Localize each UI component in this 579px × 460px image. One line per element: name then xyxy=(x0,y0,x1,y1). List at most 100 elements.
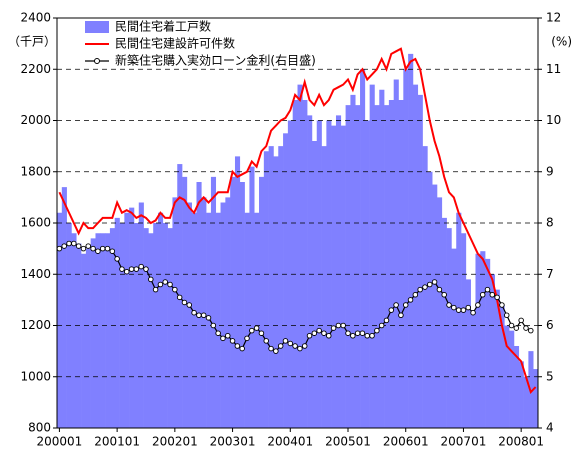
marker xyxy=(451,304,457,311)
marker xyxy=(191,309,197,316)
marker xyxy=(470,309,476,316)
marker xyxy=(99,245,106,252)
bar xyxy=(489,274,496,428)
y-tick-label: 800 xyxy=(28,421,51,435)
marker xyxy=(287,340,294,347)
legend-label: 新築住宅購入実効ローン金利(右目盛) xyxy=(115,53,316,68)
bar xyxy=(398,100,404,428)
marker xyxy=(479,292,486,298)
y-tick-label: 1400 xyxy=(20,267,51,281)
marker xyxy=(75,243,82,249)
bar xyxy=(57,212,63,428)
marker xyxy=(345,330,351,336)
bar xyxy=(133,223,140,428)
marker xyxy=(306,333,313,339)
y2-tick-label: 9 xyxy=(546,164,554,178)
bar xyxy=(153,223,159,428)
marker xyxy=(205,315,212,321)
bar xyxy=(307,115,313,428)
bar xyxy=(480,251,486,428)
marker xyxy=(364,333,370,339)
marker xyxy=(56,245,63,252)
marker xyxy=(114,256,120,262)
marker xyxy=(503,312,510,319)
marker xyxy=(402,302,409,308)
marker xyxy=(508,322,515,329)
marker xyxy=(85,243,92,249)
bar xyxy=(393,79,399,428)
marker xyxy=(374,327,380,334)
bar xyxy=(379,89,385,428)
series-line xyxy=(58,47,537,395)
bar xyxy=(143,228,149,428)
bar xyxy=(90,238,96,428)
marker xyxy=(417,286,423,293)
bar xyxy=(513,346,520,428)
marker xyxy=(95,248,101,254)
marker xyxy=(369,333,375,339)
bar xyxy=(172,197,178,428)
bar xyxy=(100,233,106,428)
marker xyxy=(249,327,255,334)
bar xyxy=(523,376,529,428)
marker xyxy=(157,281,164,288)
marker xyxy=(359,330,366,336)
x-tick-label: 200301 xyxy=(210,435,256,449)
bar xyxy=(158,212,164,428)
bar xyxy=(109,228,116,428)
bar xyxy=(374,105,380,428)
marker xyxy=(446,302,452,308)
bar xyxy=(533,369,539,428)
marker xyxy=(484,286,491,293)
bar xyxy=(124,212,130,428)
marker xyxy=(273,348,279,354)
bar xyxy=(249,166,255,428)
bar xyxy=(268,146,274,428)
marker xyxy=(528,327,534,334)
bar xyxy=(210,176,217,428)
y2-axis-label: (%) xyxy=(551,35,572,49)
marker xyxy=(133,266,140,272)
marker xyxy=(407,297,414,303)
bar xyxy=(234,156,241,428)
bar xyxy=(432,184,438,428)
bar xyxy=(403,69,409,428)
bar xyxy=(239,182,245,428)
y-tick-label: 2000 xyxy=(20,113,51,127)
marker xyxy=(393,302,399,308)
bar xyxy=(254,212,260,428)
y2-tick-label: 4 xyxy=(546,421,554,435)
bar xyxy=(360,69,366,428)
y2-tick-label: 12 xyxy=(546,11,561,25)
y-tick-label: 2400 xyxy=(20,11,51,25)
y-tick-label: 1600 xyxy=(20,216,51,230)
bar xyxy=(76,243,82,428)
marker xyxy=(234,343,241,349)
marker xyxy=(460,307,467,313)
bar xyxy=(259,176,265,428)
bar xyxy=(499,305,505,428)
marker xyxy=(66,240,72,247)
marker xyxy=(258,330,265,336)
marker xyxy=(412,292,419,298)
marker xyxy=(354,330,361,336)
bar xyxy=(427,171,433,428)
marker xyxy=(196,312,202,319)
bar xyxy=(95,233,101,428)
bar xyxy=(518,361,524,428)
marker xyxy=(200,312,207,319)
bar xyxy=(138,202,144,428)
x-tick-label: 200201 xyxy=(152,435,198,449)
marker xyxy=(513,325,520,331)
legend-swatch xyxy=(85,21,109,33)
marker xyxy=(436,286,443,293)
x-tick-label: 200101 xyxy=(94,435,140,449)
marker xyxy=(383,317,390,324)
marker xyxy=(455,307,462,313)
marker xyxy=(422,284,428,290)
marker xyxy=(340,322,346,329)
y2-tick-label: 11 xyxy=(546,62,561,76)
marker xyxy=(518,317,524,324)
bar xyxy=(485,258,491,428)
